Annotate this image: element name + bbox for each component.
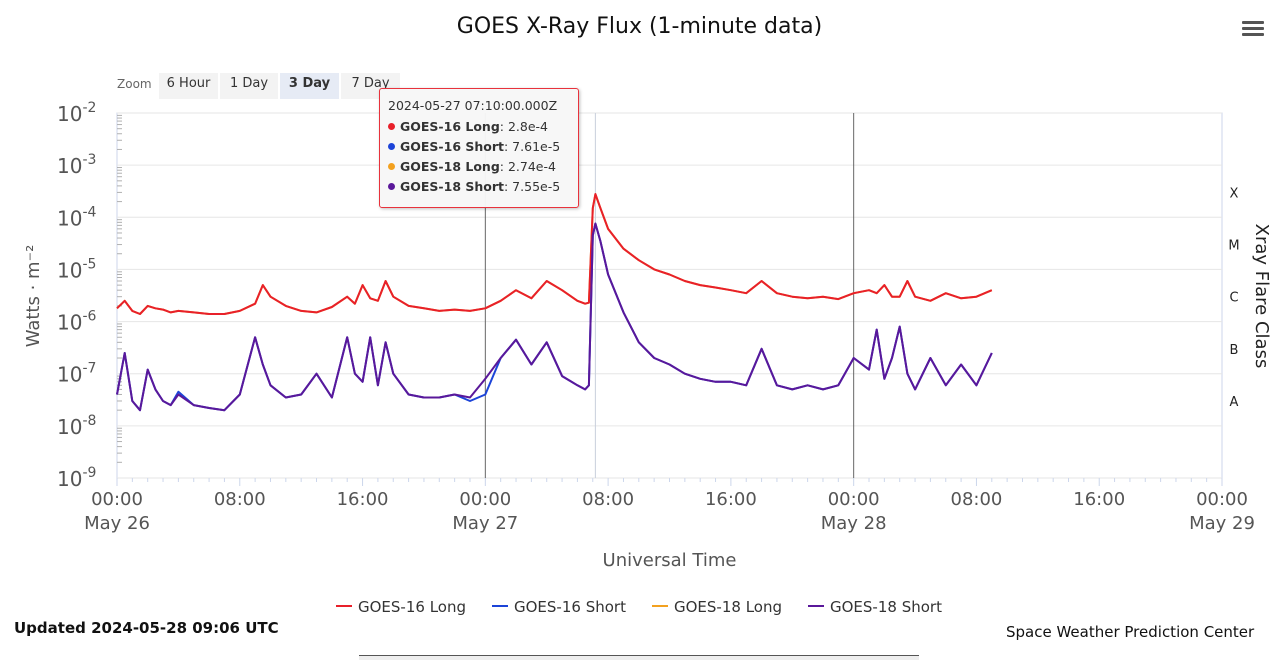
hamburger-menu-icon[interactable]	[1242, 21, 1264, 39]
y-tick-label: 10-7	[57, 361, 96, 387]
y-tick-label: 10-4	[57, 204, 97, 230]
zoom-6-hour-button[interactable]: 6 Hour	[159, 73, 218, 99]
legend-item-goes16-long[interactable]: GOES-16 Long	[336, 598, 466, 616]
legend-item-goes18-long[interactable]: GOES-18 Long	[652, 598, 782, 616]
legend-line-icon	[652, 605, 668, 607]
goes16-short-dot-icon	[388, 143, 395, 150]
flare-class-axis-title: Xray Flare Class	[1251, 224, 1272, 369]
series-line-goes-18-short	[116, 222, 993, 412]
tooltip-series-value: : 7.61e-5	[504, 139, 561, 154]
goes18-short-dot-icon	[388, 183, 395, 190]
tooltip-series-name: GOES-18 Long	[400, 159, 500, 174]
flare-class-label: M	[1228, 239, 1239, 254]
tooltip-series-value: : 7.55e-5	[504, 179, 561, 194]
x-date-label: May 28	[821, 513, 887, 534]
tooltip-series-name: GOES-16 Long	[400, 119, 500, 134]
x-tick-label: 08:00	[582, 489, 634, 510]
zoom-1-day-button[interactable]: 1 Day	[220, 73, 278, 99]
tooltip-row-goes18-short: GOES-18 Short: 7.55e-5	[388, 179, 560, 194]
legend-item-goes18-short[interactable]: GOES-18 Short	[808, 598, 942, 616]
legend-label: GOES-18 Short	[830, 598, 942, 616]
x-tick-label: 16:00	[1073, 489, 1125, 510]
bottom-scrollbar[interactable]	[359, 655, 919, 660]
zoom-7-day-button[interactable]: 7 Day	[341, 73, 400, 99]
flare-class-label: X	[1230, 186, 1239, 201]
tooltip-series-name: GOES-16 Short	[400, 139, 504, 154]
tooltip-series-name: GOES-18 Short	[400, 179, 504, 194]
legend-label: GOES-18 Long	[674, 598, 782, 616]
tooltip-row-goes18-long: GOES-18 Long: 2.74e-4	[388, 159, 556, 174]
x-date-label: May 29	[1189, 513, 1255, 534]
y-tick-label: 10-6	[57, 309, 97, 335]
x-date-label: May 26	[84, 513, 150, 534]
zoom-3-day-button[interactable]: 3 Day	[280, 73, 339, 99]
legend-line-icon	[492, 605, 508, 607]
y-tick-label: 10-8	[57, 413, 96, 439]
zoom-label: Zoom	[117, 77, 152, 91]
plot-area-border	[116, 112, 1223, 479]
legend-label: GOES-16 Long	[358, 598, 466, 616]
x-tick-label: 00:00	[828, 489, 880, 510]
legend-item-goes16-short[interactable]: GOES-16 Short	[492, 598, 626, 616]
credits-link[interactable]: Space Weather Prediction Center	[1006, 623, 1255, 641]
tooltip-series-value: : 2.8e-4	[499, 119, 548, 134]
flare-class-label: B	[1230, 343, 1239, 358]
chart-title: GOES X-Ray Flux (1-minute data)	[456, 14, 823, 39]
x-tick-label: 08:00	[951, 489, 1003, 510]
x-tick-label: 00:00	[91, 489, 143, 510]
y-axis-title: Watts · m⁻²	[23, 245, 44, 348]
x-tick-label: 00:00	[1196, 489, 1248, 510]
x-date-label: May 27	[452, 513, 518, 534]
flare-class-label: C	[1229, 291, 1238, 306]
legend-label: GOES-16 Short	[514, 598, 626, 616]
tooltip-time: 2024-05-27 07:10:00.000Z	[388, 98, 558, 113]
x-tick-label: 08:00	[214, 489, 266, 510]
tooltip-series-value: : 2.74e-4	[499, 159, 556, 174]
flare-class-label: A	[1230, 395, 1239, 410]
y-tick-label: 10-9	[57, 465, 96, 491]
y-tick-label: 10-5	[57, 256, 96, 282]
x-tick-label: 16:00	[705, 489, 757, 510]
y-tick-label: 10-3	[57, 152, 96, 178]
tooltip-row-goes16-short: GOES-16 Short: 7.61e-5	[388, 139, 560, 154]
legend-line-icon	[336, 605, 352, 607]
x-tick-label: 16:00	[337, 489, 389, 510]
series-line-goes-18-long	[116, 193, 993, 315]
tooltip-row-goes16-long: GOES-16 Long: 2.8e-4	[388, 119, 548, 134]
x-tick-label: 00:00	[459, 489, 511, 510]
goes16-long-dot-icon	[388, 123, 395, 130]
x-axis-title: Universal Time	[603, 550, 737, 571]
goes18-long-dot-icon	[388, 163, 395, 170]
updated-timestamp: Updated 2024-05-28 09:06 UTC	[14, 619, 279, 637]
data-tooltip: 2024-05-27 07:10:00.000Z GOES-16 Long: 2…	[379, 88, 579, 208]
series-line-goes-16-long	[116, 193, 993, 315]
series-line-goes-16-short	[116, 222, 993, 412]
y-tick-label: 10-2	[57, 100, 96, 126]
legend-line-icon	[808, 605, 824, 607]
